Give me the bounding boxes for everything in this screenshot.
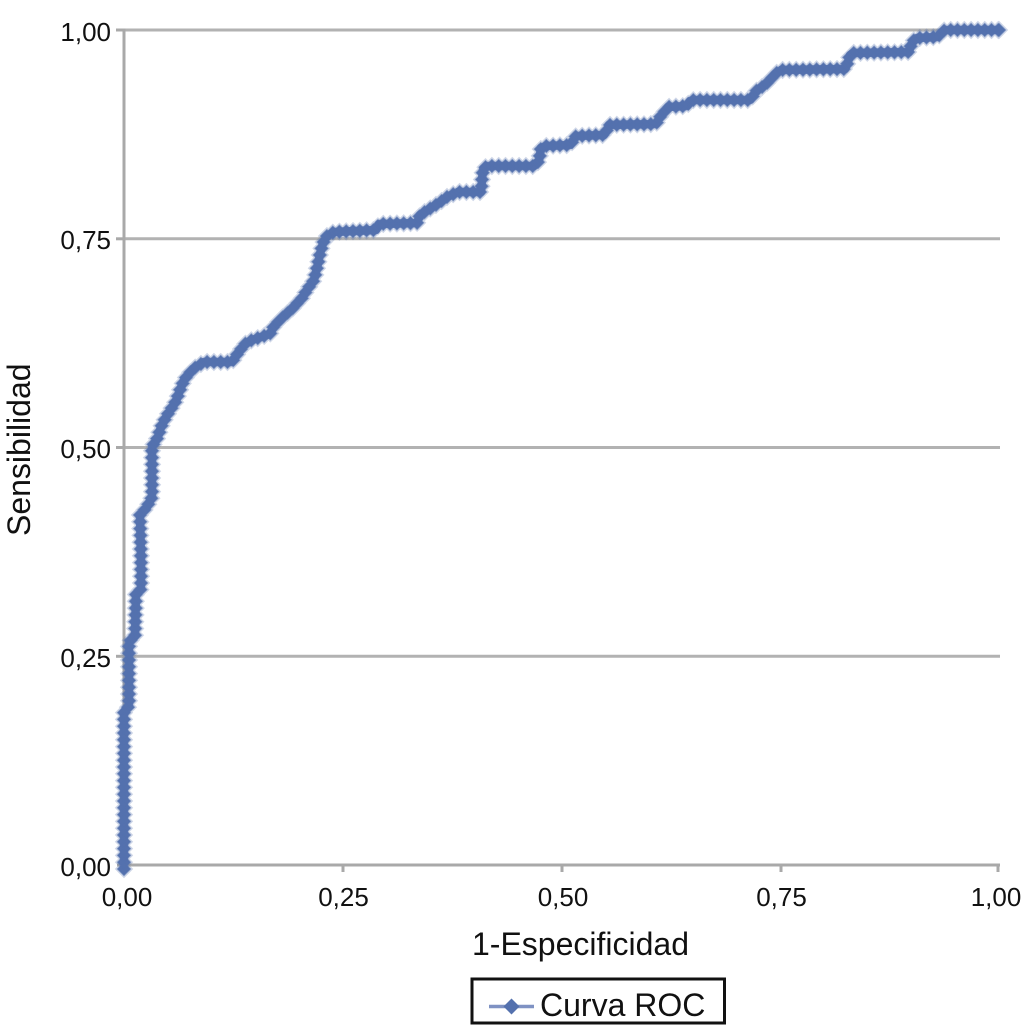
svg-text:0,00: 0,00 (102, 882, 153, 912)
svg-text:0,25: 0,25 (60, 643, 111, 673)
svg-text:0,75: 0,75 (756, 882, 807, 912)
svg-text:0,00: 0,00 (60, 852, 111, 882)
svg-text:Sensibilidad: Sensibilidad (1, 363, 37, 536)
svg-text:0,50: 0,50 (60, 434, 111, 464)
svg-text:0,75: 0,75 (60, 225, 111, 255)
svg-text:0,25: 0,25 (318, 882, 369, 912)
svg-text:1,00: 1,00 (60, 17, 111, 47)
svg-text:1,00: 1,00 (971, 882, 1022, 912)
svg-text:Curva ROC: Curva ROC (540, 987, 705, 1023)
svg-text:1-Especificidad: 1-Especificidad (472, 926, 689, 962)
svg-text:0,50: 0,50 (538, 882, 589, 912)
